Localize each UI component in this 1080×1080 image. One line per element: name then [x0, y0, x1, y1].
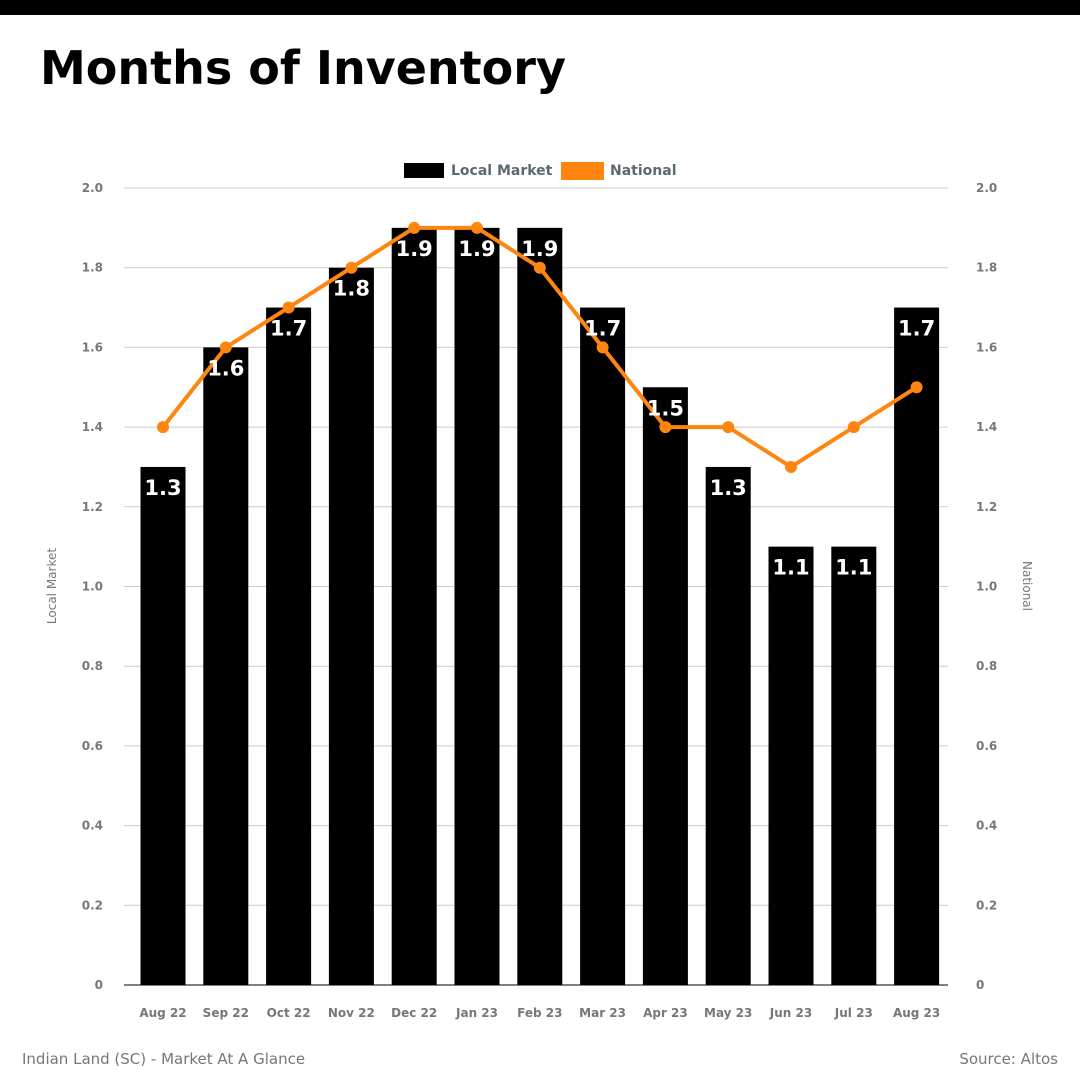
y2-tick-label: 0.2 — [976, 898, 997, 912]
bar — [454, 227, 500, 986]
y2-axis-title: National — [1020, 561, 1034, 611]
national-point — [722, 421, 735, 434]
national-point — [219, 341, 232, 354]
bar-data-label: 1.9 — [458, 237, 495, 261]
y-tick-label: 0 — [95, 978, 103, 992]
national-point — [659, 421, 672, 434]
bar — [266, 307, 312, 985]
x-tick-label: Apr 23 — [643, 1006, 688, 1020]
y-tick-label: 0.6 — [82, 739, 103, 753]
page-title: Months of Inventory — [40, 41, 566, 95]
bar-data-label: 1.9 — [521, 237, 558, 261]
footer-source: Source: Altos — [959, 1050, 1058, 1068]
bar — [140, 466, 186, 985]
x-tick-label: Dec 22 — [391, 1006, 437, 1020]
top-bar — [0, 0, 1080, 15]
bar — [642, 387, 688, 985]
bar — [580, 307, 626, 985]
bar-data-label: 1.5 — [647, 396, 684, 420]
x-tick-label: May 23 — [704, 1006, 752, 1020]
national-point — [408, 221, 421, 234]
legend-swatch-local — [404, 163, 444, 178]
y2-tick-label: 0 — [976, 978, 984, 992]
bar-data-label: 1.1 — [772, 556, 809, 580]
y-tick-label: 0.8 — [82, 659, 103, 673]
bar-data-label: 1.3 — [710, 476, 747, 500]
y2-tick-label: 0.4 — [976, 819, 997, 833]
footer-market-label: Indian Land (SC) - Market At A Glance — [22, 1050, 306, 1068]
y-tick-label: 1.0 — [82, 580, 103, 594]
x-tick-label: Mar 23 — [579, 1006, 626, 1020]
x-tick-label: Jun 23 — [769, 1006, 812, 1020]
y2-tick-label: 0.8 — [976, 659, 997, 673]
y2-tick-label: 1.2 — [976, 500, 997, 514]
national-point — [910, 381, 923, 394]
x-tick-label: Sep 22 — [203, 1006, 249, 1020]
y-tick-label: 0.4 — [82, 819, 103, 833]
x-tick-label: Oct 22 — [267, 1006, 311, 1020]
national-point — [471, 221, 483, 234]
bar-data-label: 1.8 — [333, 277, 370, 301]
national-point — [785, 460, 797, 473]
national-point — [157, 421, 169, 434]
y2-tick-label: 0.6 — [976, 739, 997, 753]
bar — [517, 227, 563, 986]
bar — [768, 546, 814, 985]
bar-data-label: 1.1 — [835, 556, 872, 580]
national-point — [847, 421, 860, 434]
legend-swatch-national — [561, 162, 604, 180]
x-tick-label: Aug 23 — [893, 1006, 940, 1020]
y-axis-title: Local Market — [45, 548, 59, 624]
y2-tick-label: 2.0 — [976, 181, 997, 195]
y-tick-label: 1.8 — [82, 261, 103, 275]
y-tick-label: 0.2 — [82, 898, 103, 912]
bar — [391, 227, 437, 986]
y2-tick-label: 1.4 — [976, 420, 997, 434]
x-tick-label: Aug 22 — [139, 1006, 186, 1020]
bar — [831, 546, 877, 985]
bar-data-label: 1.3 — [144, 476, 181, 500]
legend-label-local: Local Market — [451, 163, 553, 179]
y-tick-label: 2.0 — [82, 181, 103, 195]
y2-tick-label: 1.0 — [976, 580, 997, 594]
bar — [328, 267, 374, 985]
bar — [894, 307, 940, 985]
y2-tick-label: 1.6 — [976, 340, 997, 354]
bar-data-label: 1.7 — [270, 317, 307, 341]
y-tick-label: 1.4 — [82, 420, 103, 434]
bar-data-label: 1.7 — [584, 317, 621, 341]
bar-data-label: 1.7 — [898, 317, 935, 341]
bar-data-label: 1.9 — [396, 237, 433, 261]
national-point — [533, 261, 546, 274]
x-tick-label: Jan 23 — [455, 1006, 498, 1020]
national-point — [345, 261, 358, 274]
bar — [203, 347, 249, 985]
bar-data-label: 1.6 — [207, 356, 244, 380]
bar — [705, 466, 751, 985]
y-tick-label: 1.6 — [82, 340, 103, 354]
legend-label-national: National — [610, 163, 677, 179]
x-tick-label: Nov 22 — [328, 1006, 375, 1020]
y-tick-label: 1.2 — [82, 500, 103, 514]
national-point — [282, 301, 295, 314]
national-point — [596, 341, 609, 354]
x-tick-label: Jul 23 — [834, 1006, 873, 1020]
x-tick-label: Feb 23 — [517, 1006, 562, 1020]
y2-tick-label: 1.8 — [976, 261, 997, 275]
